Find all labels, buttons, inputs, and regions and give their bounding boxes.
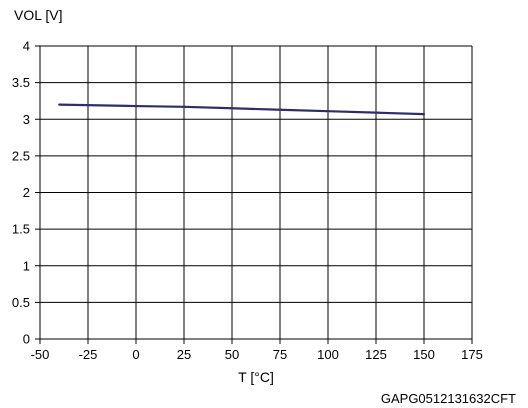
tick-labels: -50 -25 0 25 50 75 100 125 150 175 0 0.5 1 1.5 2 2.5 3 3.… [12,39,483,363]
series-layer [58,103,426,116]
y-tick-label: 1.5 [12,222,30,237]
y-tick-label: 2 [23,185,30,200]
series-line [58,103,426,116]
axis-layer [35,45,473,344]
x-tick-label: 25 [177,347,191,362]
x-tick-label: 175 [461,347,483,362]
x-tick-label: 100 [317,347,339,362]
y-tick-label: 0.5 [12,295,30,310]
y-tick-label: 1 [23,258,30,273]
x-axis-title: T [°C] [238,369,274,385]
x-tick-label: -25 [79,347,98,362]
x-tick-label: -50 [31,347,50,362]
y-tick-label: 2.5 [12,148,30,163]
y-tick-label: 4 [23,39,30,54]
x-tick-label: 0 [132,347,139,362]
x-tick-label: 125 [365,347,387,362]
x-tick-label: 150 [413,347,435,362]
figure-code-label: GAPG0512131632CFT [381,391,516,406]
x-tick-label: 50 [225,347,239,362]
y-tick-label: 3 [23,112,30,127]
grid-layer [40,45,473,339]
y-tick-label: 0 [23,332,30,347]
y-tick-label: 3.5 [12,75,30,90]
y-axis-title: VOL [V] [14,7,63,23]
x-tick-label: 75 [273,347,287,362]
